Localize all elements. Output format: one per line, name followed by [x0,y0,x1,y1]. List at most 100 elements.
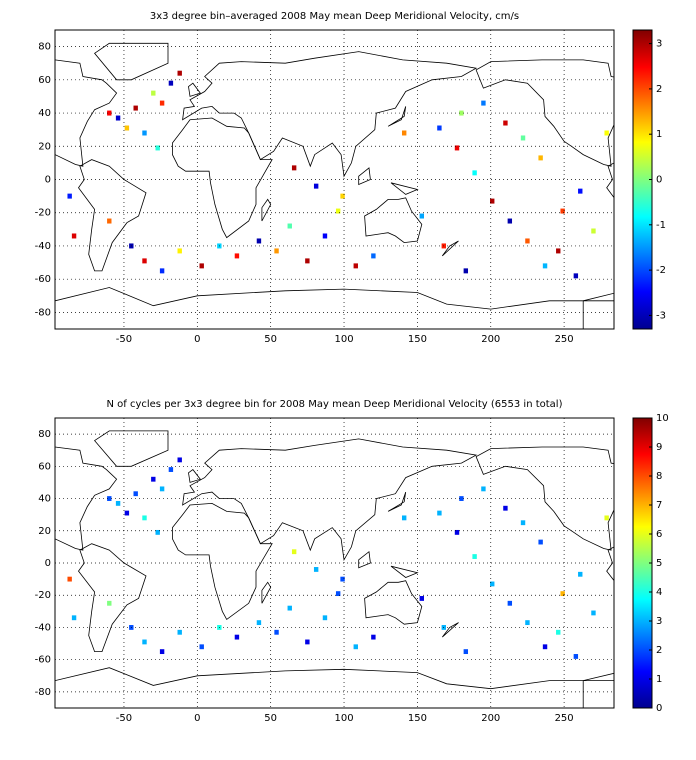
bin-cell [142,515,147,521]
bin-cell [177,248,182,254]
colorbar-tick-label: 10 [656,413,669,424]
bin-cell [313,567,319,572]
bin-cell [503,120,508,126]
bin-cell [322,615,328,621]
bin-cell [142,258,147,264]
y-tick-label: -40 [35,241,51,252]
bin-cell [481,100,486,106]
bin-cell [67,576,72,582]
bin-cell [107,496,112,501]
coastline [182,438,478,562]
colorbar-tick-label: 7 [656,500,662,511]
colorbar-tick-label: 1 [656,674,662,685]
coastline [364,197,423,244]
chart-title: 3x3 degree bin–averaged 2008 May mean De… [150,11,519,22]
x-tick-label: 0 [194,713,200,724]
colorbar-tick-label: 2 [656,84,662,95]
bin-cell [454,145,460,151]
bin-cell [313,183,319,189]
x-tick-label: -50 [116,334,132,345]
bin-cell [168,467,174,472]
y-tick-label: -20 [35,590,51,601]
y-tick-label: 40 [38,494,51,505]
colorbar-tick-label: 3 [656,616,662,627]
coastline [441,240,459,257]
bin-cell [538,155,543,161]
bin-cell [459,496,464,501]
colorbar-tick-label: 4 [656,587,662,598]
bin-cell [335,591,341,597]
bin-cell [322,233,328,239]
bin-cell [234,253,240,259]
bin-cell [437,125,442,131]
bin-cell [481,486,486,492]
bin-cell [340,193,345,199]
coastline [172,502,273,620]
bin-cell [490,198,495,204]
bin-cell [199,263,204,269]
coastline [358,550,371,569]
bin-cell [124,510,130,516]
bin-cell [573,273,579,279]
bin-cell [256,238,262,244]
colorbar-tick-label: -1 [656,220,666,231]
bin-cell [142,130,147,136]
bin-cell [459,110,464,116]
bin-cell [573,654,579,659]
colorbar-tick-label: 0 [656,703,662,714]
bin-cell [159,649,165,655]
coastline [390,565,419,578]
bin-cell [578,188,583,194]
coastline [55,287,614,329]
bin-cell [560,591,565,597]
bin-cell [234,634,240,640]
bin-cell [256,620,262,626]
bin-cell [371,634,376,640]
y-tick-label: -60 [35,655,51,666]
coastline [475,59,614,167]
bin-cell [115,115,121,121]
coastline [172,117,273,239]
bin-cell [274,248,279,254]
bin-cell [556,248,561,254]
coastline [358,167,371,186]
coastline [261,198,272,222]
colorbar-tick-label: -3 [656,310,666,321]
coastline [475,446,614,551]
bin-cell [591,228,596,234]
bin-cell [490,581,495,587]
x-tick-label: 200 [481,334,500,345]
bin-cell [454,529,460,535]
y-tick-label: 0 [45,558,51,569]
bin-cell [591,610,596,616]
y-tick-label: 60 [38,461,51,472]
bin-cell [578,571,583,577]
bin-cell [177,70,182,76]
x-tick-label: 50 [264,334,277,345]
bin-cell [507,600,513,606]
y-tick-label: 20 [38,141,51,152]
x-tick-label: 250 [555,334,574,345]
x-tick-label: 0 [194,334,200,345]
bin-cell [151,476,156,482]
coastline [390,182,419,195]
bin-cell [287,223,292,229]
coastline [94,42,169,81]
bin-cell [67,193,72,199]
y-tick-label: 60 [38,75,51,86]
coastline [55,446,118,551]
x-tick-label: -50 [116,713,132,724]
y-tick-label: 0 [45,175,51,186]
y-tick-label: 80 [38,429,51,440]
axes-frame [54,417,615,709]
bin-cell [520,135,526,141]
bin-cell [437,510,442,516]
bin-cell [353,263,358,269]
coastline [182,51,478,178]
bin-cell [142,639,147,645]
bin-cell [107,110,112,116]
coastline [364,580,423,625]
bin-cell [159,268,165,274]
y-tick-label: -20 [35,208,51,219]
